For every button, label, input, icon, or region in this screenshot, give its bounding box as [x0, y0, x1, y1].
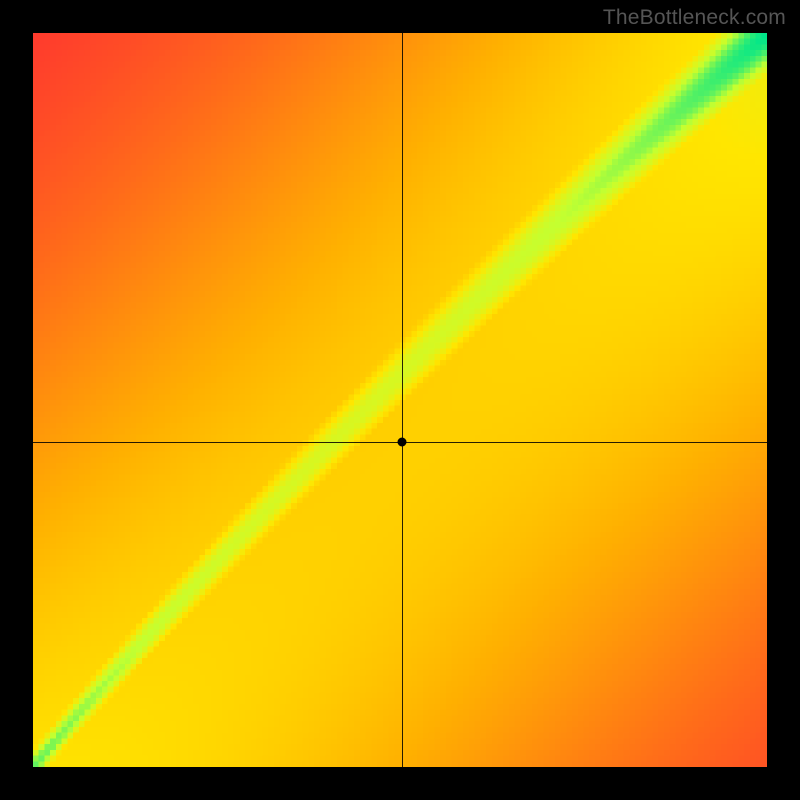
- crosshair-vertical: [402, 33, 403, 767]
- crosshair-marker-dot[interactable]: [398, 437, 407, 446]
- heatmap-plot-area: [33, 33, 767, 767]
- watermark-text: TheBottleneck.com: [603, 6, 786, 30]
- heatmap-canvas: [33, 33, 767, 767]
